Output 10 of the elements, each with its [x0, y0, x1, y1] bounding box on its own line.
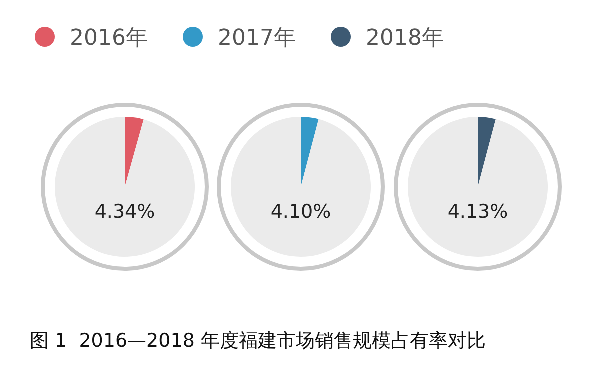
- text: 4.13%: [448, 201, 508, 223]
- caption: 图 1 2016—2018 年度福建市场销售规模占有率对比: [30, 330, 486, 352]
- text: 4.34%: [94, 201, 156, 223]
- legend-label: 2016年: [70, 26, 148, 51]
- text: 4.10%: [270, 201, 332, 223]
- legend-item: 2017年: [183, 26, 296, 51]
- legend-label: 2018年: [366, 26, 444, 51]
- legend-item: 2018年: [331, 26, 444, 51]
- legend-label: 2017年: [218, 26, 296, 51]
- legend-item: 2016年: [35, 26, 148, 51]
